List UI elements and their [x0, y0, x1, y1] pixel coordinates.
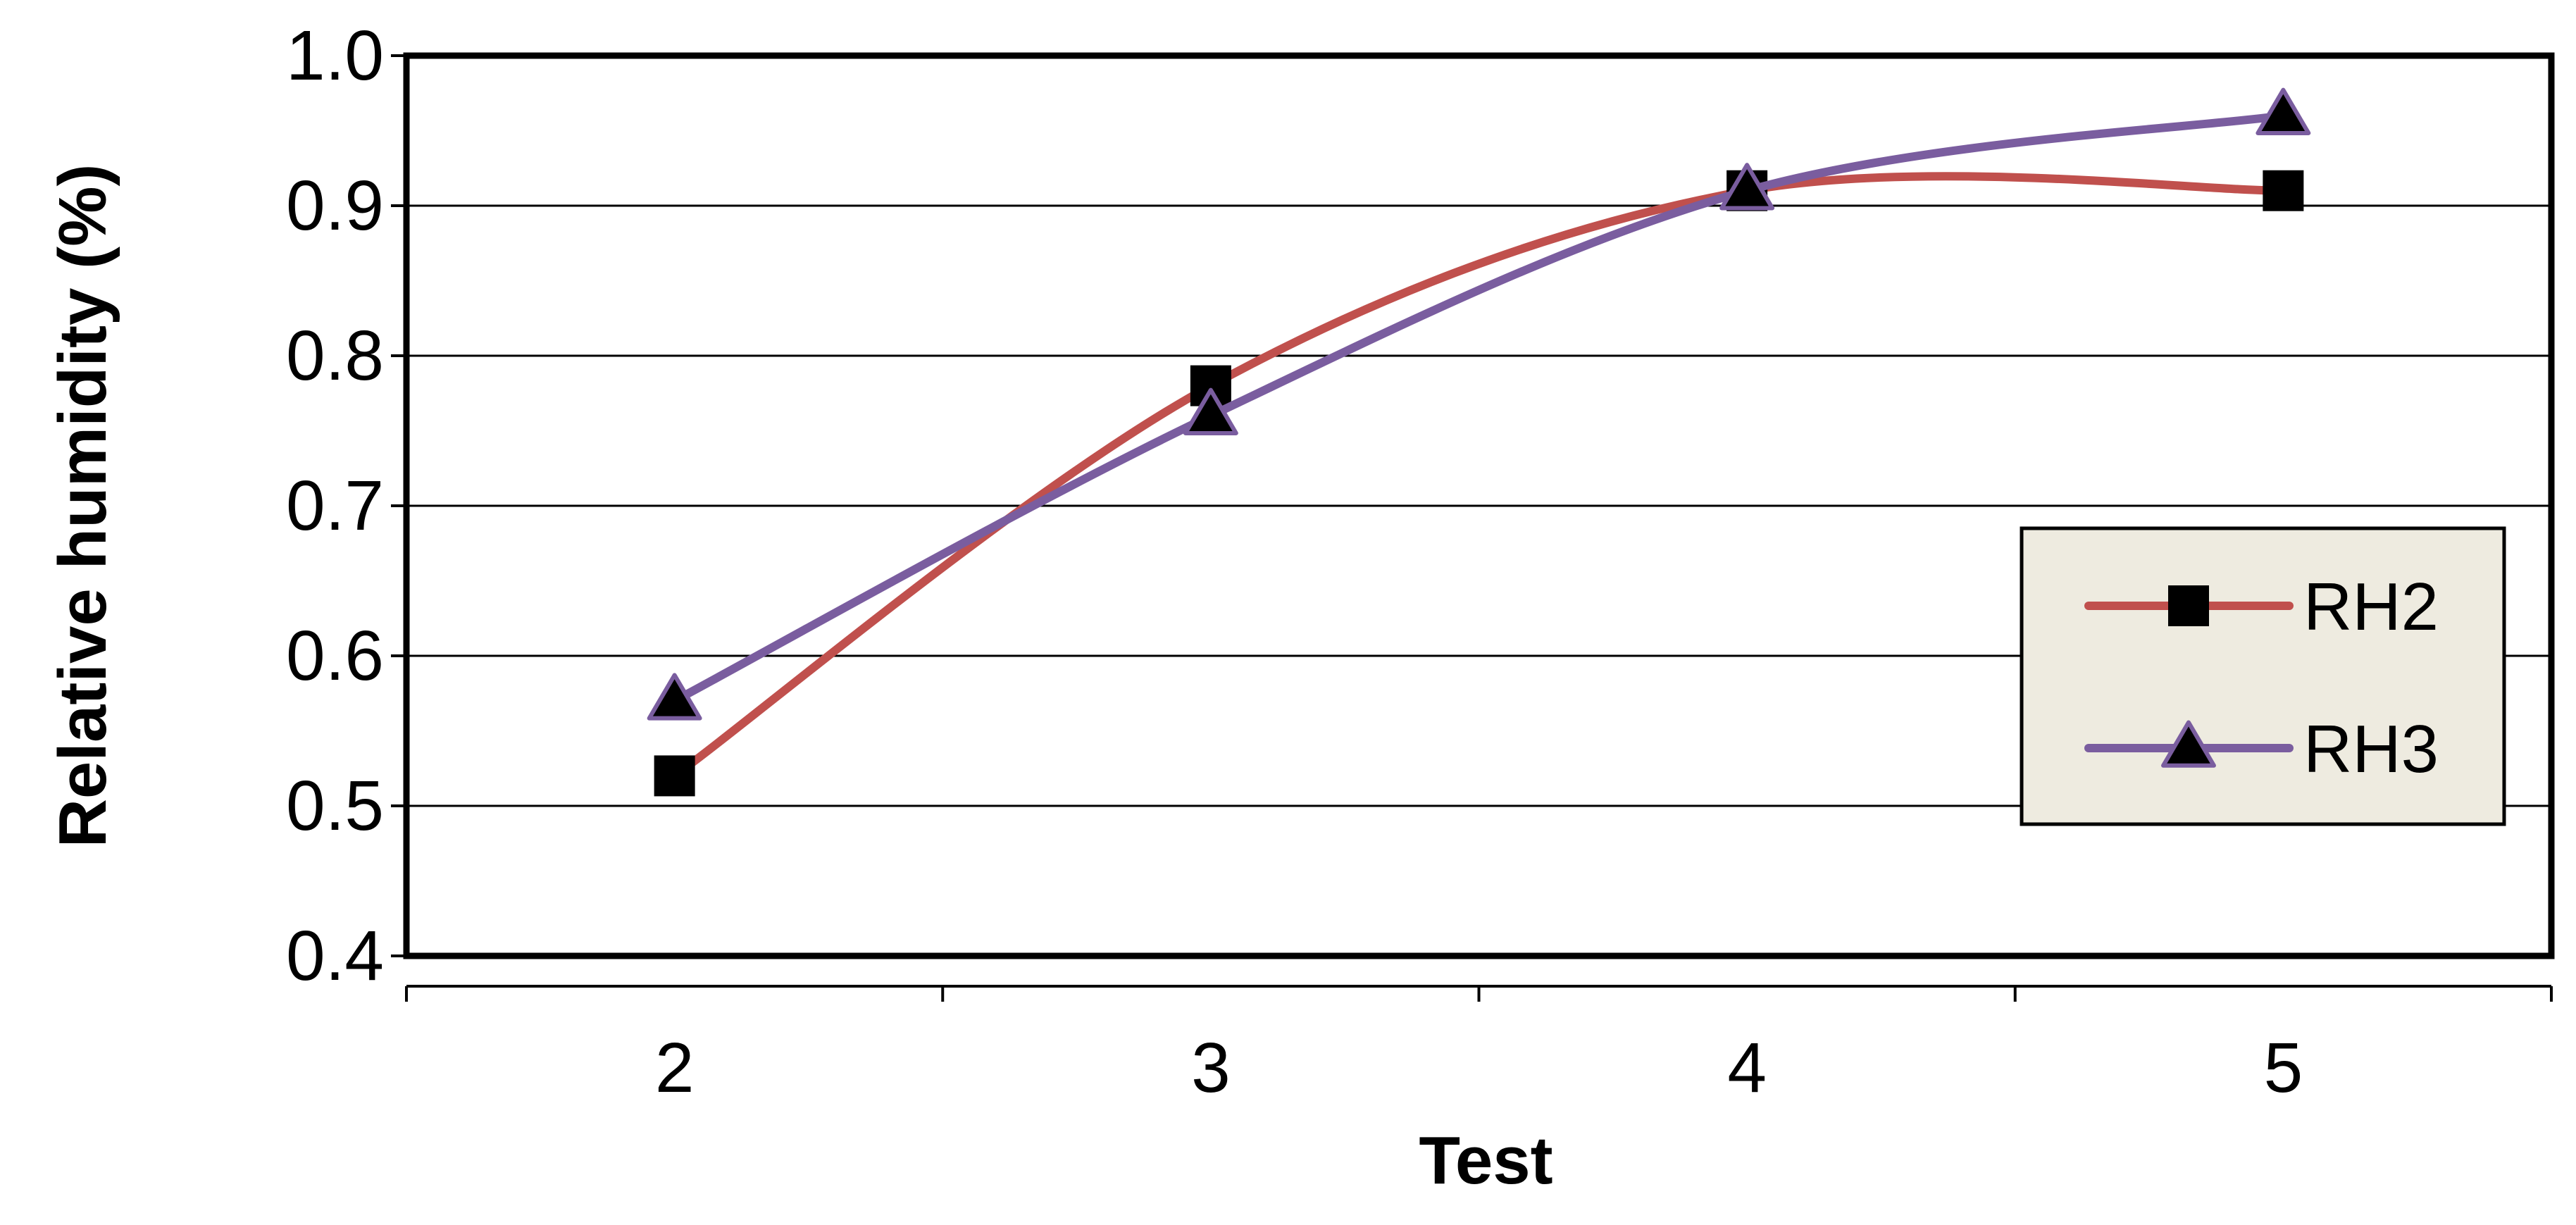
- legend-item-rh3: RH3: [2084, 711, 2439, 787]
- y-tick-label: 0.6: [286, 616, 384, 695]
- legend-label: RH3: [2303, 711, 2439, 787]
- legend-item-rh2: RH2: [2084, 569, 2439, 645]
- x-axis-label: Test: [1419, 1123, 1553, 1198]
- legend-marker: [2168, 585, 2209, 626]
- series-rh3: [647, 87, 2311, 721]
- y-axis-ticks: 0.4 0.5 0.6 0.7 0.8 0.9 1.0: [286, 16, 406, 995]
- y-tick-label: 1.0: [286, 16, 384, 95]
- data-point: [654, 755, 695, 797]
- series-line: [670, 111, 2288, 705]
- y-tick-label: 0.9: [286, 166, 384, 245]
- legend-box: [2020, 526, 2506, 826]
- series-line: [670, 172, 2288, 781]
- data-point: [2255, 87, 2311, 135]
- data-point: [1719, 163, 1775, 211]
- y-axis-label: Relative humidity (%): [45, 164, 120, 848]
- x-tick-label: 3: [1191, 1028, 1231, 1107]
- legend-label: RH2: [2303, 569, 2439, 645]
- y-tick-label: 0.5: [286, 766, 384, 845]
- y-tick-label: 0.7: [286, 466, 384, 545]
- data-point: [2263, 170, 2304, 211]
- y-tick-label: 0.8: [286, 316, 384, 395]
- x-axis: 2 3 4 5: [405, 985, 2553, 1107]
- data-point: [647, 673, 702, 721]
- x-tick-label: 2: [655, 1028, 695, 1107]
- x-tick-label: 5: [2264, 1028, 2303, 1107]
- legend-marker: [2161, 720, 2216, 768]
- series-layer: [647, 87, 2311, 797]
- data-point: [1183, 387, 1238, 435]
- legend: RH2 RH3: [2020, 526, 2506, 826]
- x-tick-label: 4: [1727, 1028, 1767, 1107]
- y-tick-label: 0.4: [286, 916, 384, 995]
